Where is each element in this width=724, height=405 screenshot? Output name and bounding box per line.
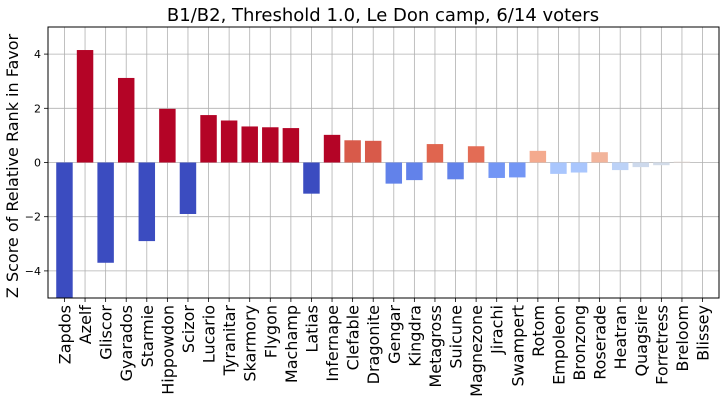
x-tick-label: Starmie — [138, 305, 157, 367]
x-tick-label: Flygon — [261, 305, 280, 358]
y-tick-label: 2 — [34, 102, 41, 115]
bar — [303, 162, 320, 194]
y-tick-label: 4 — [34, 48, 41, 61]
x-tick-label: Clefable — [344, 305, 363, 370]
x-tick-label: Infernape — [323, 305, 342, 382]
x-tick-label: Suicune — [447, 305, 466, 369]
x-tick-label: Swampert — [508, 305, 527, 386]
x-tick-label: Empoleon — [549, 305, 568, 385]
x-tick-label: Gyarados — [117, 305, 136, 381]
x-tick-label: Hippowdon — [158, 305, 177, 395]
y-axis-ticks: −4 −2 0 2 4 — [25, 48, 48, 278]
bar — [529, 150, 547, 163]
bar — [323, 134, 341, 163]
x-tick-label: Roserade — [591, 305, 610, 380]
bar — [241, 126, 258, 163]
x-tick-label: Jirachi — [488, 305, 507, 355]
x-tick-label: Forretress — [652, 305, 671, 385]
x-tick-label: Bronzong — [570, 305, 589, 381]
x-tick-label: Dragonite — [364, 305, 383, 384]
bar — [467, 146, 485, 163]
y-tick-label: −2 — [25, 211, 41, 224]
x-tick-label: Machamp — [282, 305, 301, 383]
bar — [550, 162, 567, 174]
chart-title: B1/B2, Threshold 1.0, Le Don camp, 6/14 … — [167, 5, 599, 26]
y-tick-label: −4 — [25, 265, 41, 278]
x-tick-label: Rotom — [529, 305, 548, 357]
x-tick-label: Scizor — [179, 305, 198, 354]
x-tick-label: Lucario — [200, 305, 219, 363]
x-tick-label: Quagsire — [632, 305, 651, 377]
bar — [447, 162, 464, 180]
bar — [97, 162, 114, 263]
bar — [364, 140, 382, 163]
x-tick-label: Heatran — [611, 305, 630, 369]
bar — [282, 128, 300, 163]
plot-frame — [47, 26, 720, 299]
bar — [344, 140, 361, 163]
bar — [385, 162, 403, 184]
x-tick-label: Magnezone — [467, 305, 486, 397]
bar — [653, 162, 670, 166]
bar — [570, 162, 588, 173]
y-axis-label: Z Score of Relative Rank in Favor — [3, 33, 22, 298]
x-tick-label: Tyranitar — [220, 305, 239, 377]
bar — [262, 127, 279, 163]
bar — [220, 120, 238, 163]
bar — [179, 162, 197, 214]
y-tick-label: 0 — [34, 157, 41, 170]
bar — [406, 162, 423, 181]
bar — [632, 162, 650, 168]
bar — [488, 162, 505, 178]
bar — [117, 77, 135, 163]
bar — [76, 50, 94, 163]
x-tick-label: Azelf — [76, 305, 95, 345]
bar — [426, 144, 444, 163]
bar — [56, 162, 73, 298]
bar — [673, 161, 691, 163]
x-tick-label: Gliscor — [97, 305, 116, 360]
x-tick-label: Metagross — [426, 305, 445, 388]
x-tick-label: Blissey — [694, 305, 713, 361]
x-tick-label: Breloom — [673, 305, 692, 372]
bar — [591, 152, 608, 163]
bar — [159, 108, 176, 163]
bar — [611, 162, 629, 171]
x-tick-label: Gengar — [385, 305, 404, 364]
x-tick-label: Zapdos — [55, 305, 74, 364]
bar — [509, 162, 526, 178]
x-axis-ticks: Zapdos Azelf Gliscor Gyarados Starmie Hippowd… — [55, 298, 713, 397]
bars — [56, 50, 711, 298]
bar — [138, 162, 156, 242]
x-tick-label: Skarmory — [241, 305, 260, 382]
x-tick-label: Latias — [302, 305, 321, 353]
x-tick-label: Kingdra — [405, 305, 424, 367]
bar — [200, 115, 217, 163]
